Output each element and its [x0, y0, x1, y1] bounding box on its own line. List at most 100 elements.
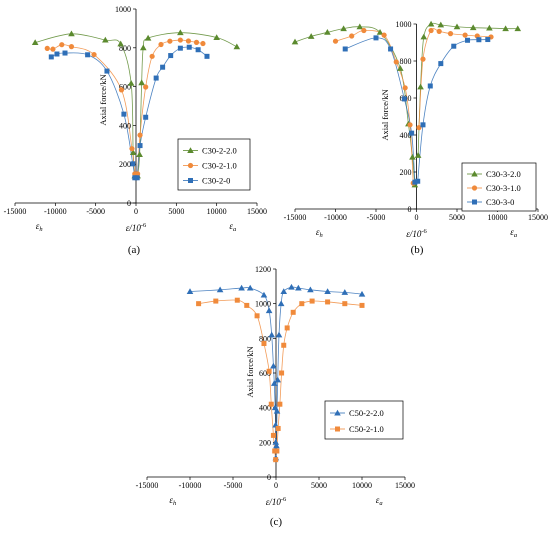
series-0-point — [31, 39, 39, 46]
series-0-point — [273, 442, 280, 449]
series-1-point — [261, 341, 267, 347]
series-2-point — [177, 45, 183, 51]
right-strain-label: εa — [510, 227, 517, 239]
series-0-curve-0 — [294, 26, 416, 185]
series-2-point — [85, 52, 91, 58]
series-0-point — [356, 23, 364, 30]
series-0-point — [102, 36, 109, 43]
series-1-curve-0 — [335, 29, 414, 184]
series-1-point — [50, 46, 56, 52]
series-0-point — [260, 291, 268, 298]
series-1-point — [129, 146, 135, 152]
x-tick-label: 15000 — [528, 213, 548, 222]
series-0-point — [358, 290, 366, 297]
x-axis-title: ε/10-6 — [406, 228, 427, 239]
series-0-point — [376, 29, 384, 35]
y-tick-label: 800 — [259, 334, 271, 343]
chart-panel-a: -15000 -10000 -5000 0 5000 10000 15000 0 200 400 6… — [4, 5, 267, 256]
series-2-point — [160, 64, 166, 70]
x-axis-title: ε/10-6 — [266, 496, 287, 507]
x-axis-title-superscript: -6 — [141, 222, 147, 229]
right-strain-label: εa — [376, 495, 383, 507]
y-tick-label: 1200 — [255, 265, 271, 274]
series-0-point — [340, 25, 347, 32]
series-1-curve-1 — [418, 28, 492, 128]
x-tick-label: 0 — [415, 213, 419, 222]
left-strain-subscript: h — [319, 232, 322, 239]
chart-panel-c: -15000 -10000 -5000 0 5000 10000 15000 0 200 400 6… — [136, 265, 415, 528]
x-tick-label: 5000 — [311, 481, 327, 490]
series-2-point — [420, 122, 426, 128]
x-tick-label: 15000 — [395, 481, 415, 490]
series-1-point — [185, 38, 192, 44]
series-0-point — [420, 33, 428, 40]
series-1-point — [254, 313, 260, 319]
x-tick-label: -5000 — [224, 481, 243, 490]
series-0-point — [213, 34, 220, 40]
series-1-point — [275, 425, 281, 431]
x-tick-label: 15000 — [247, 207, 267, 216]
series-0-point — [307, 286, 314, 293]
series-1-point — [402, 85, 408, 91]
series-2-point — [195, 47, 201, 53]
series-2-curve-1 — [417, 39, 488, 182]
series-1-point — [59, 42, 65, 48]
legend-label: C30-3-0 — [486, 197, 514, 207]
series-1-point — [135, 171, 141, 177]
series-0-point — [437, 21, 445, 28]
series-2-point — [48, 54, 54, 60]
series-0-point — [273, 407, 281, 414]
series-2-point — [143, 114, 149, 120]
series-0-point — [453, 23, 461, 30]
series-1-curve-1 — [137, 39, 204, 174]
x-tick-label: -15000 — [284, 213, 307, 222]
series-0-point — [238, 284, 245, 291]
series-0-point — [246, 284, 254, 291]
legend-label: C50-2-2.0 — [349, 408, 384, 418]
series-0-point — [68, 30, 75, 37]
x-tick-label: 5000 — [449, 213, 465, 222]
series-2-point — [476, 37, 482, 43]
series-1-point — [361, 27, 367, 34]
legend-swatch-marker — [472, 199, 477, 205]
legend-swatch-marker — [335, 426, 340, 432]
y-tick-label: 1000 — [255, 300, 271, 309]
series-1-point — [266, 368, 272, 374]
series-1-point — [325, 299, 331, 305]
series-2-point — [388, 46, 394, 52]
series-0-point — [144, 34, 152, 41]
y-tick-label: 0 — [127, 199, 131, 208]
series-0-point — [129, 149, 137, 156]
series-2-point — [427, 83, 433, 89]
series-1-point — [279, 370, 285, 376]
y-tick-label: 200 — [259, 438, 271, 447]
series-2-point — [153, 75, 159, 81]
right-strain-subscript: a — [233, 226, 236, 233]
x-tick-label: 10000 — [352, 481, 372, 490]
series-1-point — [137, 132, 143, 138]
series-1-point — [91, 51, 97, 58]
x-tick-label: -10000 — [179, 481, 202, 490]
series-1-point — [309, 298, 315, 304]
x-tick-label: -15000 — [136, 481, 159, 490]
right-strain-subscript: a — [514, 232, 517, 239]
series-2-point — [130, 161, 136, 167]
y-tick-label: 200 — [400, 168, 412, 177]
series-1-point — [244, 302, 250, 308]
right-strain-subscript: a — [379, 500, 382, 507]
series-1-point — [359, 302, 365, 308]
legend: C50-2-2.0 C50-2-1.0 — [324, 400, 404, 440]
panel-caption: (a) — [128, 244, 141, 256]
y-axis-title: Axial force/kN — [380, 89, 390, 140]
series-0-point — [270, 362, 277, 369]
series-2-point — [342, 46, 348, 52]
series-1-point — [193, 39, 200, 45]
series-0-point — [280, 288, 288, 295]
legend-box — [324, 400, 404, 440]
y-tick-label: 400 — [119, 121, 131, 130]
series-0-point — [295, 284, 302, 291]
series-2-curve-1 — [136, 46, 208, 178]
series-2-point — [186, 44, 192, 50]
series-0-point — [397, 65, 404, 71]
